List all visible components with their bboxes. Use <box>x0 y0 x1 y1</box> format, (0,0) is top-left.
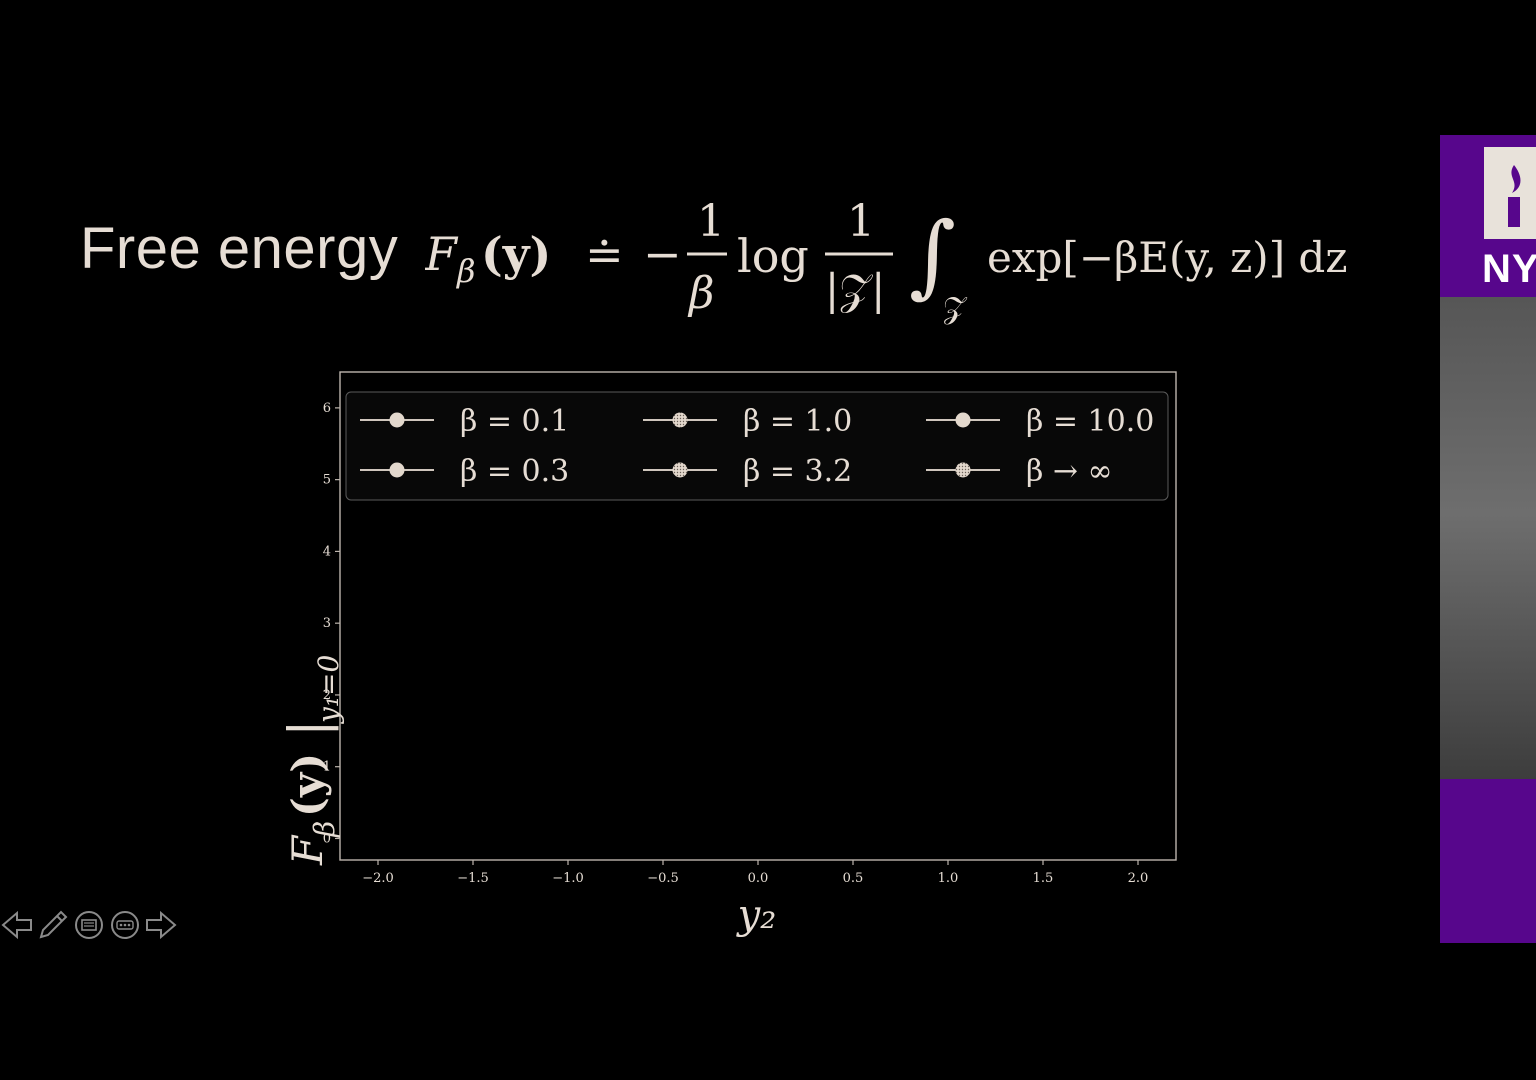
formula-integral-sub: 𝒵 <box>943 291 968 326</box>
y-tick-label: 4 <box>323 544 331 559</box>
torch-logo-icon <box>1484 147 1536 239</box>
x-tick-label: 2.0 <box>1128 871 1149 886</box>
legend-marker <box>672 462 688 478</box>
x-tick-label: 1.0 <box>938 871 959 886</box>
formula-frac1-num: 1 <box>697 196 725 247</box>
x-tick-label: −2.0 <box>362 871 394 886</box>
y-tick-label: 0 <box>323 831 331 846</box>
legend-marker <box>389 462 405 478</box>
next-slide-button[interactable] <box>144 905 178 945</box>
x-axis-label: y₂ <box>736 892 777 938</box>
x-tick-label: −1.0 <box>552 871 584 886</box>
formula-frac2-num: 1 <box>847 196 875 247</box>
legend-marker <box>955 462 971 478</box>
x-tick-label: −0.5 <box>647 871 679 886</box>
pen-button[interactable] <box>36 905 70 945</box>
y-tick-label: 1 <box>323 760 331 775</box>
legend-entry: β = 10.0 <box>1026 404 1154 439</box>
legend-layer: β = 0.1 β = 1.0 β = 10.0 β = 0.3 β = 3.2 β → … <box>345 391 1169 501</box>
slides-view-icon <box>75 911 103 939</box>
formula-integral: ∫ <box>909 203 956 308</box>
x-tick-label: −1.5 <box>457 871 489 886</box>
logo-text: NY <box>1482 247 1536 291</box>
formula-lhs: F <box>425 227 459 281</box>
y-axis-label-bar: | <box>279 719 339 737</box>
next-slide-icon <box>146 910 177 940</box>
x-tick-label: 1.5 <box>1033 871 1054 886</box>
legend-entry: β → ∞ <box>1026 454 1113 489</box>
previous-slide-icon <box>1 910 32 940</box>
y-tick-label: 5 <box>323 473 331 488</box>
legend-entry: β = 0.1 <box>460 404 569 439</box>
slide-title: Free energy <box>80 216 399 281</box>
x-tick-label: 0.0 <box>748 871 769 886</box>
y-axis-label-main: F <box>283 834 332 866</box>
formula-frac2-den: |𝒵| <box>825 265 885 314</box>
pen-icon <box>39 910 68 939</box>
formula-frac1-den: β <box>687 268 714 319</box>
slides-view-button[interactable] <box>72 905 106 945</box>
legend-marker <box>389 412 405 428</box>
formula-lhs-arg: (y) <box>481 227 551 281</box>
formula-log: log <box>737 229 809 283</box>
free-energy-chart: −2.0 −1.5 −1.0 −0.5 0.0 0.5 1.0 1.5 2.0 0 1 2 3 4 5 6 β… <box>279 371 1177 938</box>
presenter-video-panel: NY <box>1440 135 1536 943</box>
free-energy-formula: F β (y) ≐ − 1 β log 1 |𝒵| ∫ 𝒵 exp[−βE(y,… <box>425 196 1347 326</box>
formula-lhs-sub: β <box>456 252 476 290</box>
legend-entry: β = 0.3 <box>460 454 569 489</box>
formula-minus: − <box>643 227 682 281</box>
x-tick-label: 0.5 <box>843 871 864 886</box>
more-options-icon <box>111 911 139 939</box>
formula-integrand: exp[−βE(y, z)] dz <box>987 233 1347 282</box>
y-axis-label: F β (y) | y₁=0 <box>279 655 345 866</box>
legend-entry: β = 3.2 <box>743 454 852 489</box>
presenter-camera-feed <box>1440 297 1536 779</box>
y-tick-label: 3 <box>323 616 331 631</box>
formula-relation: ≐ <box>585 227 624 281</box>
y-tick-label: 2 <box>323 688 331 703</box>
y-axis-label-arg: (y) <box>283 753 332 817</box>
previous-slide-button[interactable] <box>0 905 34 945</box>
legend-entry: β = 1.0 <box>743 404 852 439</box>
more-options-button[interactable] <box>108 905 142 945</box>
y-tick-label: 6 <box>323 401 331 416</box>
y-axis-label-sub: β <box>308 821 341 838</box>
slide-nav-toolbar <box>0 905 178 945</box>
y-axis-label-cond: y₁=0 <box>312 655 345 725</box>
legend-marker <box>955 412 971 428</box>
legend-marker <box>672 412 688 428</box>
